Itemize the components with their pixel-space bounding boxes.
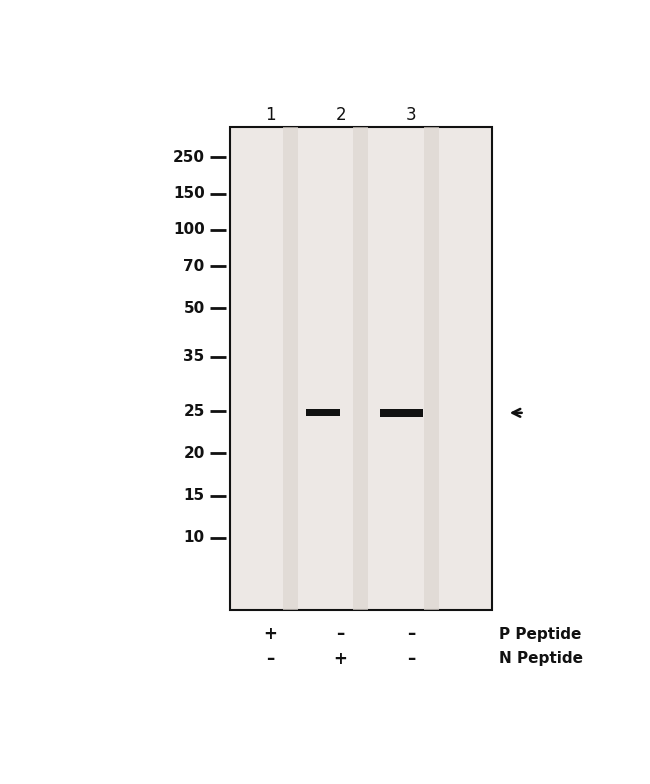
Text: +: + [333, 649, 348, 667]
Text: –: – [407, 626, 415, 644]
Text: 25: 25 [183, 404, 205, 419]
Text: N Peptide: N Peptide [499, 651, 583, 666]
Text: 2: 2 [335, 106, 346, 124]
Text: 150: 150 [173, 186, 205, 201]
Text: 10: 10 [183, 530, 205, 546]
Text: 50: 50 [183, 301, 205, 316]
Text: 70: 70 [183, 259, 205, 274]
Text: 15: 15 [183, 488, 205, 503]
Text: 35: 35 [183, 349, 205, 365]
Bar [380, 408, 422, 417]
Text: –: – [266, 649, 274, 667]
Text: –: – [407, 649, 415, 667]
Bar [354, 127, 369, 610]
Bar [306, 409, 340, 416]
Text: 100: 100 [173, 223, 205, 238]
Bar [283, 127, 298, 610]
Bar [424, 127, 439, 610]
Text: –: – [337, 626, 344, 644]
Text: +: + [263, 626, 277, 644]
Text: P Peptide: P Peptide [499, 627, 582, 642]
Text: 3: 3 [406, 106, 417, 124]
Text: 250: 250 [173, 150, 205, 165]
Bar [230, 127, 492, 610]
Text: 20: 20 [183, 446, 205, 461]
Text: 1: 1 [265, 106, 276, 124]
